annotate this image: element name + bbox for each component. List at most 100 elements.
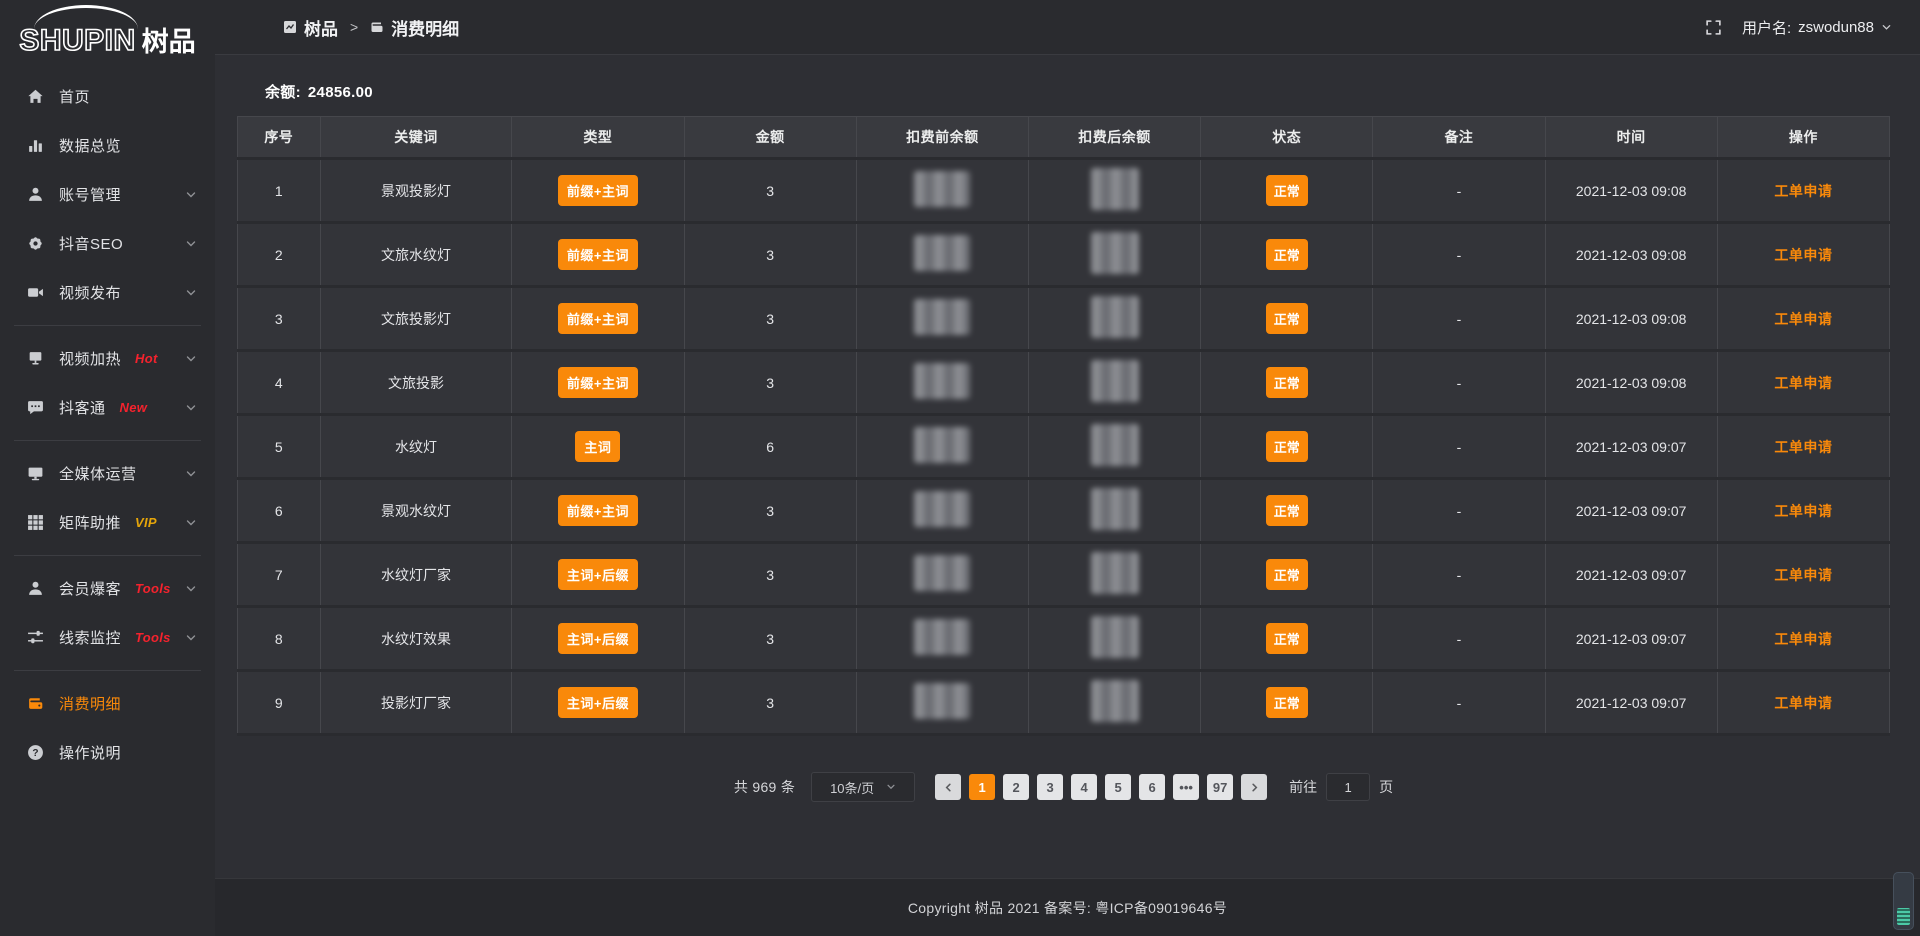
work-order-link[interactable]: 工单申请 — [1774, 182, 1833, 199]
page-button[interactable]: 5 — [1105, 774, 1132, 800]
work-order-link[interactable]: 工单申请 — [1774, 566, 1833, 583]
goto-page-input[interactable] — [1326, 773, 1371, 801]
redacted-balance-before — [914, 427, 971, 463]
chevron-down-icon — [185, 402, 197, 414]
sidebar-item[interactable]: 首页 — [0, 72, 215, 121]
table-row: 8 水纹灯效果 主词+后缀 3 正常 - 2021-12-03 09:07 工单… — [237, 606, 1891, 672]
cell-action: 工单申请 — [1716, 670, 1891, 736]
sidebar-item[interactable]: 矩阵助推 VIP — [0, 498, 215, 547]
screen-icon — [27, 350, 44, 367]
breadcrumb-root[interactable]: 树品 — [283, 15, 338, 40]
cell-balance-before — [855, 542, 1029, 608]
page-button[interactable]: 97 — [1207, 774, 1234, 800]
redacted-balance-after — [1090, 616, 1139, 658]
breadcrumb-root-label: 树品 — [304, 19, 338, 39]
work-order-link[interactable]: 工单申请 — [1774, 310, 1833, 327]
sidebar-divider — [14, 555, 201, 556]
sidebar-item[interactable]: 数据总览 — [0, 121, 215, 170]
cell-balance-after — [1027, 350, 1202, 416]
cell-note: - — [1372, 350, 1546, 416]
cell-status: 正常 — [1200, 350, 1374, 416]
work-order-link[interactable]: 工单申请 — [1774, 502, 1833, 519]
work-order-link[interactable]: 工单申请 — [1774, 630, 1833, 647]
cell-index: 3 — [237, 286, 321, 352]
type-badge: 前缀+主词 — [557, 239, 638, 270]
video-icon — [27, 284, 44, 301]
sidebar-item-label: 矩阵助推 — [59, 515, 122, 532]
work-order-link[interactable]: 工单申请 — [1774, 374, 1833, 391]
cell-status: 正常 — [1200, 542, 1374, 608]
page-button[interactable]: 2 — [1003, 774, 1030, 800]
sidebar-item-label: 消费明细 — [59, 696, 122, 713]
next-page-button[interactable] — [1241, 774, 1268, 800]
sidebar-item[interactable]: 全媒体运营 — [0, 449, 215, 498]
cell-type: 主词 — [511, 414, 685, 480]
cell-note: - — [1372, 670, 1546, 736]
cell-action: 工单申请 — [1716, 606, 1891, 672]
cell-balance-before — [855, 670, 1029, 736]
cell-time: 2021-12-03 09:08 — [1544, 158, 1718, 224]
balance-label: 余额: — [265, 84, 301, 101]
sidebar-item[interactable]: ? 操作说明 — [0, 728, 215, 777]
page-button[interactable]: 3 — [1037, 774, 1064, 800]
breadcrumb-current: 消费明细 — [370, 15, 459, 40]
sidebar-item[interactable]: 视频加热 Hot — [0, 334, 215, 383]
fullscreen-icon[interactable] — [1705, 19, 1722, 36]
table-row: 4 文旅投影 前缀+主词 3 正常 - 2021-12-03 09:08 工单申… — [237, 350, 1891, 416]
work-order-link[interactable]: 工单申请 — [1774, 438, 1833, 455]
work-order-link[interactable]: 工单申请 — [1774, 246, 1833, 263]
type-badge: 主词+后缀 — [557, 623, 638, 654]
status-badge: 正常 — [1265, 239, 1308, 270]
floating-widget[interactable] — [1893, 872, 1914, 930]
wallet-icon — [370, 20, 384, 34]
member-icon — [27, 580, 44, 597]
redacted-balance-after — [1090, 296, 1139, 338]
sidebar-divider — [14, 440, 201, 441]
work-order-link[interactable]: 工单申请 — [1774, 694, 1833, 711]
cell-time: 2021-12-03 09:08 — [1544, 222, 1718, 288]
sidebar-item[interactable]: 抖音SEO — [0, 219, 215, 268]
page-button[interactable]: 1 — [969, 774, 996, 800]
chevron-down-icon — [185, 353, 197, 365]
page-button[interactable]: 4 — [1071, 774, 1098, 800]
column-header: 类型 — [511, 116, 685, 160]
cell-status: 正常 — [1200, 670, 1374, 736]
cell-action: 工单申请 — [1716, 478, 1891, 544]
cell-balance-after — [1027, 286, 1202, 352]
page-button[interactable]: 6 — [1139, 774, 1166, 800]
sidebar: SHUPIN 树品 首页 数据总览 账号管理 — [0, 0, 215, 936]
cell-index: 5 — [237, 414, 321, 480]
sidebar-item[interactable]: 会员爆客 Tools — [0, 564, 215, 613]
type-badge: 前缀+主词 — [557, 303, 638, 334]
sidebar-item-label: 线索监控 — [59, 630, 122, 647]
main-content: 余额: 24856.00 序号 关键词 类型 金额 扣费前余额 扣费后余额 — [215, 56, 1920, 878]
cell-time: 2021-12-03 09:07 — [1544, 670, 1718, 736]
cell-balance-after — [1027, 478, 1202, 544]
user-menu[interactable]: 用户名: zswodun88 — [1742, 17, 1892, 38]
sidebar-item[interactable]: 线索监控 Tools — [0, 613, 215, 662]
sidebar-item[interactable]: 消费明细 — [0, 679, 215, 728]
cell-keyword: 水纹灯效果 — [319, 606, 513, 672]
sidebar-item[interactable]: 账号管理 — [0, 170, 215, 219]
goto-suffix: 页 — [1379, 779, 1394, 795]
monitor-icon — [27, 465, 44, 482]
cell-keyword: 文旅投影 — [319, 350, 513, 416]
redacted-balance-before — [914, 299, 971, 335]
cell-action: 工单申请 — [1716, 542, 1891, 608]
cell-balance-before — [855, 606, 1029, 672]
redacted-balance-before — [914, 555, 971, 591]
sidebar-item[interactable]: 抖客通 New — [0, 383, 215, 432]
status-badge: 正常 — [1265, 431, 1308, 462]
goto-page: 前往 页 — [1289, 773, 1393, 801]
sidebar-item[interactable]: 视频发布 — [0, 268, 215, 317]
logo-arc — [34, 5, 138, 29]
column-header: 操作 — [1716, 116, 1891, 160]
prev-page-button[interactable] — [935, 774, 962, 800]
pagination-total: 共 969 条 — [733, 779, 796, 795]
chevron-down-icon — [185, 238, 197, 250]
sidebar-item-label: 视频加热 — [59, 351, 122, 368]
cell-time: 2021-12-03 09:07 — [1544, 606, 1718, 672]
page-button[interactable]: ••• — [1173, 774, 1200, 800]
page-size-select[interactable]: 10条/页 — [811, 772, 916, 802]
cell-amount: 3 — [683, 670, 857, 736]
